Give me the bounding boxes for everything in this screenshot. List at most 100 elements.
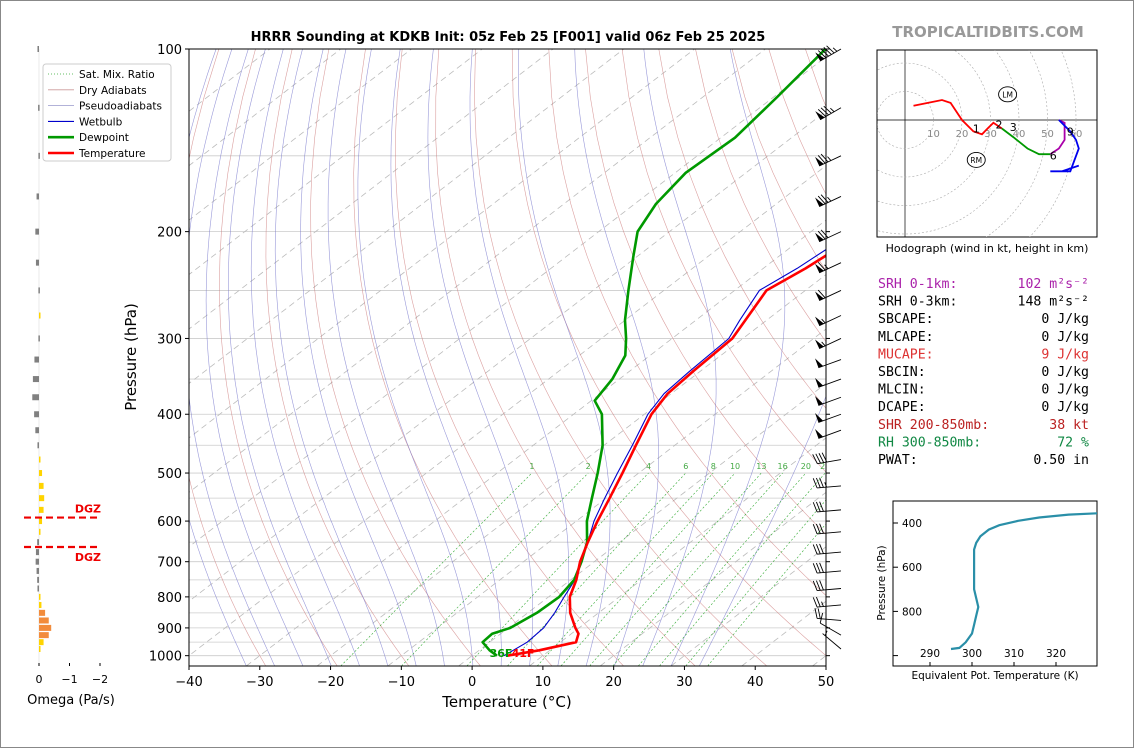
index-label: PWAT: [878,453,918,468]
index-value: 72 % [1057,435,1089,450]
isotherm-line [316,274,826,666]
index-label: SRH 0-1km: [878,277,957,292]
omega-bar [37,442,39,449]
wind-barb-flag [816,477,821,488]
pseudoadiabat [469,49,569,666]
hodograph-ring [877,91,934,149]
mixing-ratio-label: 36 [864,462,874,471]
wind-barb-shaft [819,155,842,167]
wind-barb-flag [812,563,818,574]
mixing-ratio-label: 1 [529,462,534,471]
x-tick-label: −20 [317,675,344,690]
omega-bar [39,632,49,639]
wind-barb [815,229,842,243]
index-label: MLCAPE: [878,330,934,345]
omega-tick-label: −1 [61,673,77,686]
index-label: SBCIN: [878,365,926,380]
skewt-x-axis-label: Temperature (°C) [441,693,571,711]
wind-barb-shaft [817,551,842,555]
omega-bar [39,617,49,624]
wind-barb-flag [819,562,824,573]
index-value: 0 J/kg [1041,312,1089,327]
wind-barb [812,501,842,513]
brand-watermark: TROPICALTIDBITS.COM [892,23,1084,41]
mixing-ratio-line [685,499,826,666]
wind-barb-shaft [822,633,842,650]
legend-entry: Sat. Mix. Ratio [79,69,155,81]
wind-barb-flag [816,596,821,607]
omega-bar [39,482,44,489]
wind-barb-pennant [815,197,824,207]
wind-barb-flag [817,608,821,619]
wind-barb-flag [819,501,824,512]
wind-barb [815,315,842,327]
mixing-ratio-label: 30 [844,462,854,471]
wind-barb-pennant [815,396,824,406]
isotherm-line [189,49,483,276]
wind-barb [814,608,842,621]
hodograph-ring [1029,50,1077,237]
omega-bar [32,394,39,401]
theta-e-x-tick-label: 300 [962,648,982,660]
wind-barb-half-flag [824,630,828,636]
wind-barb-flag [819,477,824,488]
x-tick-label: −40 [175,675,202,690]
wind-barb-shaft [818,359,842,369]
dry-adiabat [189,49,266,666]
wind-barb-flag [812,502,818,513]
hodograph-ring-label: 20 [956,129,969,140]
index-value: 0 J/kg [1041,383,1089,398]
omega-bar [37,46,39,52]
mixing-ratio-label: 20 [801,462,811,471]
index-value: 38 kt [1049,418,1089,433]
wind-barb-flag [821,452,828,463]
mixing-ratio-line [612,472,783,666]
wind-barb [812,543,842,555]
wind-barb-flag [817,109,827,117]
mixing-ratio-label: 13 [756,462,766,471]
skewt-y-axis-label: Pressure (hPa) [122,303,140,411]
pseudoadiabat [699,395,826,666]
mixing-ratio-label: 6 [683,462,688,471]
wind-barb-flag [826,45,835,54]
wind-barb-half-flag [824,264,829,270]
wind-barb-half-flag [827,156,832,161]
hodograph-ring-label: 10 [927,129,940,140]
dry-adiabat [395,49,624,666]
wind-barb-flag [816,523,821,534]
skewt-frame [188,48,827,667]
wind-barb-flag [812,580,818,591]
mixing-ratio-line [589,472,762,666]
omega-bar [35,558,39,565]
dry-adiabat [658,49,826,409]
theta-e-x-tick-label: 290 [920,648,940,660]
x-tick-label: 40 [747,675,764,690]
hodograph-segment [1001,127,1051,156]
wind-barb-half-flag [827,196,832,202]
wind-barb-half-flag [824,482,828,488]
wind-barb [812,596,842,608]
wind-barb-shaft [818,413,842,423]
omega-bar [39,624,52,631]
pseudoadiabat [205,49,304,666]
pseudoadiabat [518,49,611,666]
mixing-ratio-line [560,472,736,666]
wind-barb-pennant [815,316,824,326]
x-tick-label: 20 [605,675,622,690]
wind-barb-flag [819,580,824,591]
isotherm-line [189,56,826,548]
wind-barb-flag [816,544,821,555]
isotherm-line [189,49,625,384]
wind-barb-flag [812,597,818,608]
omega-axis-label: Omega (Pa/s) [27,693,115,708]
mixing-ratio-line [707,523,826,666]
index-label: RH 300-850mb: [878,435,981,450]
index-value: 0 J/kg [1041,365,1089,380]
wind-barb-flag [817,195,826,205]
mixing-ratio-line [401,472,589,666]
wind-barb-flag [819,612,824,624]
wind-barb [815,413,842,423]
skewt-background-lines: 1 2 4 6 8 10 13 16 20 24 30 36 [189,49,874,666]
wind-barb-pennant [815,413,824,423]
